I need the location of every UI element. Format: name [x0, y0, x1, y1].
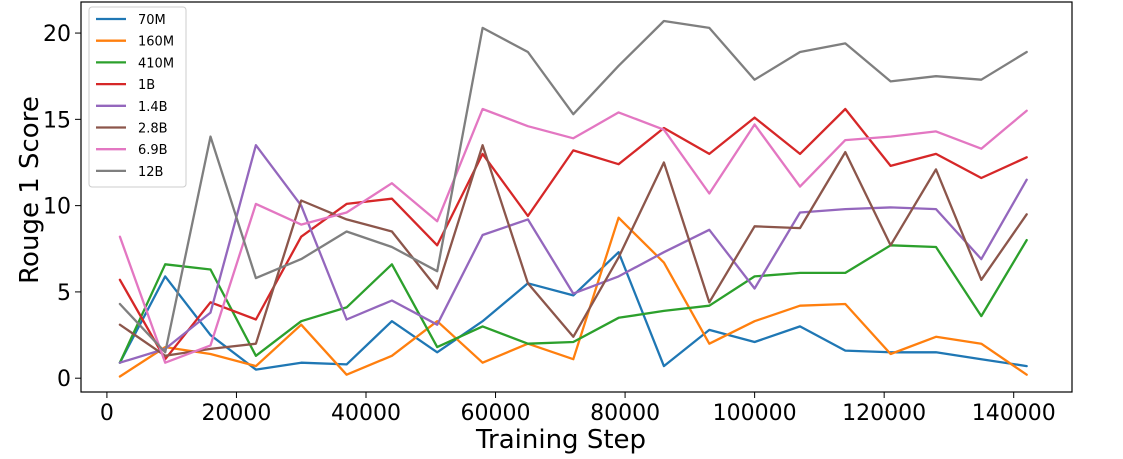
series-line-12b [118, 19, 1028, 354]
series-lines [118, 19, 1028, 378]
x-tick-label: 60000 [461, 401, 531, 426]
series-line-6-9b [118, 107, 1028, 364]
y-tick-label: 5 [57, 281, 71, 306]
series-line-160m [118, 216, 1028, 378]
plot-area-frame [80, 1, 1073, 393]
legend-label: 410M [138, 56, 174, 71]
x-tick-label: 40000 [331, 401, 401, 426]
series-line-2-8b [118, 144, 1028, 357]
y-axis-ticks: 0 5 10 15 20 [43, 22, 81, 392]
legend-label: 12B [138, 165, 163, 180]
x-axis-label: Training Step [475, 425, 646, 455]
legend-box [88, 6, 187, 188]
y-tick-label: 0 [57, 367, 71, 392]
x-tick-label: 0 [100, 401, 114, 426]
y-tick-label: 15 [43, 108, 71, 133]
x-axis-ticks: 0 20000 40000 60000 80000 100000 120000 140000 [100, 392, 1056, 426]
x-tick-label: 100000 [713, 401, 797, 426]
legend-label: 6.9B [138, 143, 168, 158]
x-tick-label: 20000 [201, 401, 271, 426]
x-tick-label: 80000 [590, 401, 660, 426]
y-axis-label: Rouge 1 Score [15, 96, 45, 284]
series-line-70m [118, 251, 1028, 371]
series-line-1-4b [118, 144, 1028, 364]
y-tick-label: 10 [43, 195, 71, 220]
series-line-410m [118, 238, 1028, 364]
series-line-1b [118, 107, 1028, 361]
legend-label: 70M [138, 13, 166, 28]
legend-label: 160M [138, 35, 174, 50]
legend-label: 1.4B [138, 100, 168, 115]
legend-label: 2.8B [138, 122, 168, 137]
x-tick-label: 140000 [972, 401, 1056, 426]
y-tick-label: 20 [43, 22, 71, 47]
x-tick-label: 120000 [842, 401, 926, 426]
legend: 70M 160M 410M 1B 1.4B 2.8B 6.9B 12B [88, 6, 187, 188]
legend-label: 1B [138, 78, 155, 93]
